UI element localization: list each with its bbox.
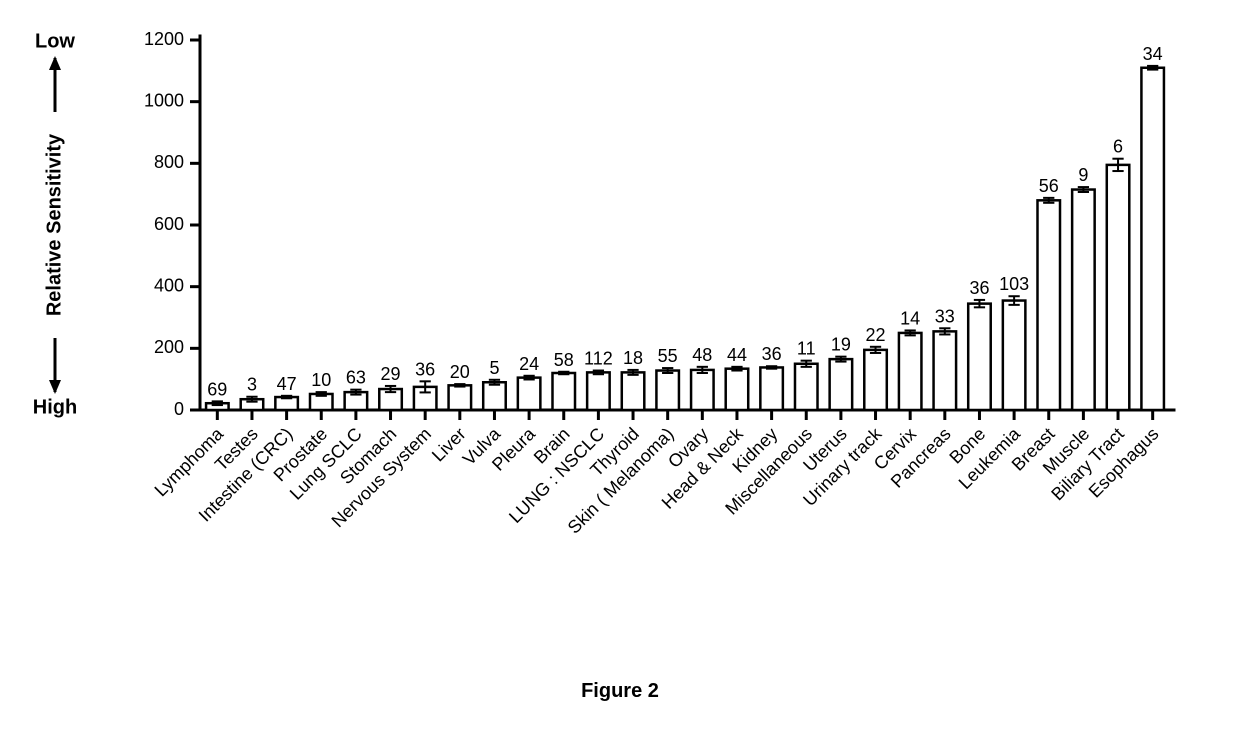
bar-count-label: 36: [415, 359, 435, 379]
bar: [760, 367, 783, 410]
arrow-down-icon: [49, 380, 61, 394]
bar-count-label: 24: [519, 354, 539, 374]
bar: [726, 369, 749, 410]
y-tick-label: 1200: [144, 29, 184, 49]
y-tick-label: 1000: [144, 90, 184, 110]
bar-count-label: 9: [1078, 165, 1088, 185]
bar: [864, 350, 887, 410]
bar: [483, 382, 506, 410]
bar: [656, 371, 679, 410]
bar-count-label: 112: [584, 349, 613, 369]
bar-count-label: 36: [762, 344, 782, 364]
bar-count-label: 22: [866, 325, 886, 345]
bar: [830, 359, 853, 410]
bar-count-label: 47: [277, 374, 297, 394]
bar-count-label: 63: [346, 368, 366, 388]
bar: [795, 364, 818, 410]
bar: [1072, 190, 1095, 410]
figure-wrap: 02004006008001000120069Lymphoma3Testes47…: [0, 0, 1240, 736]
bar: [552, 373, 575, 410]
y-tick-label: 0: [174, 399, 184, 419]
bar-count-label: 10: [311, 370, 331, 390]
bar-count-label: 55: [658, 346, 678, 366]
bar: [691, 370, 714, 410]
bar-count-label: 18: [623, 348, 643, 368]
bar-count-label: 48: [692, 345, 712, 365]
bar-count-label: 6: [1113, 137, 1123, 157]
bar-count-label: 34: [1143, 44, 1163, 64]
bar-count-label: 5: [489, 358, 499, 378]
bar-count-label: 69: [207, 379, 227, 399]
bar: [449, 385, 472, 410]
y-axis-title: Relative Sensitivity: [43, 133, 65, 316]
bar-count-label: 36: [969, 278, 989, 298]
y-tick-label: 200: [154, 337, 184, 357]
y-tick-label: 400: [154, 275, 184, 295]
bar-count-label: 29: [381, 364, 401, 384]
y-axis-high-label: High: [33, 396, 77, 418]
y-tick-label: 600: [154, 214, 184, 234]
bar-count-label: 44: [727, 345, 747, 365]
bar-chart: 02004006008001000120069Lymphoma3Testes47…: [0, 0, 1240, 580]
y-tick-label: 800: [154, 152, 184, 172]
bar: [1037, 200, 1060, 410]
bar: [968, 304, 991, 410]
arrow-up-icon: [49, 56, 61, 70]
bar-count-label: 11: [797, 339, 816, 359]
figure-caption: Figure 2: [0, 680, 1240, 703]
bar-count-label: 33: [935, 306, 955, 326]
bar: [934, 331, 957, 410]
bar: [587, 372, 610, 410]
bar-count-label: 56: [1039, 176, 1059, 196]
bar: [1141, 68, 1164, 410]
bar-count-label: 58: [554, 350, 574, 370]
bar-count-label: 103: [999, 274, 1029, 294]
bar-count-label: 19: [831, 335, 851, 355]
bar-count-label: 20: [450, 362, 470, 382]
bar: [622, 372, 645, 410]
bar-count-label: 14: [900, 308, 920, 328]
bar-count-label: 3: [247, 375, 257, 395]
bar: [518, 378, 541, 410]
bar: [899, 333, 922, 410]
bar: [1003, 301, 1026, 410]
bar: [1107, 165, 1130, 410]
y-axis-low-label: Low: [35, 30, 75, 52]
